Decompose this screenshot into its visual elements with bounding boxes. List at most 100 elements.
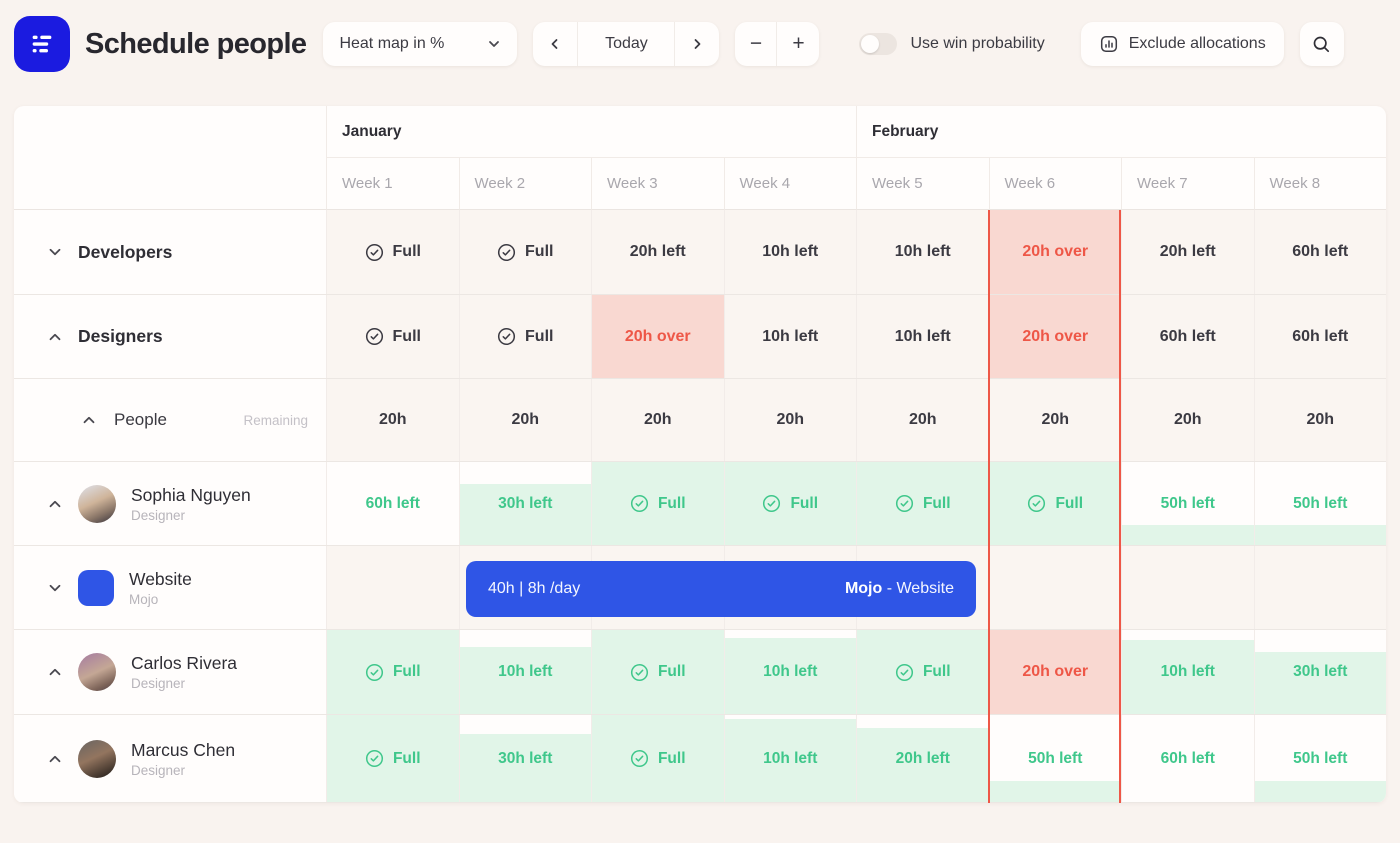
allocation-bar-mojo-website[interactable]: 40h | 8h /day Mojo - Website: [466, 561, 976, 617]
sophia-nguyen-week-7-cell[interactable]: 50h left: [1121, 462, 1254, 545]
cell-value: 10h left: [763, 750, 817, 768]
sophia-nguyen-week-1-cell[interactable]: 60h left: [326, 462, 459, 545]
cell-text: 20h: [776, 411, 805, 428]
developers-week-8-cell[interactable]: 60h left: [1253, 210, 1386, 294]
month-label-text: February: [872, 122, 939, 140]
designers-week-5-cell[interactable]: 10h left: [856, 295, 989, 378]
sophia-nguyen-week-6-cell[interactable]: Full: [988, 462, 1121, 545]
people-week-1-cell[interactable]: 20h: [326, 379, 459, 461]
marcus-chen-week-3-cell[interactable]: Full: [591, 715, 724, 802]
people-week-7-cell[interactable]: 20h: [1121, 379, 1254, 461]
week-header-spacer: [14, 158, 326, 210]
carlos-rivera-week-7-cell[interactable]: 10h left: [1121, 630, 1254, 714]
win-probability-toggle[interactable]: [859, 33, 898, 55]
carlos-rivera-week-6-cell[interactable]: 20h over: [988, 630, 1121, 714]
cell-value: 60h left: [1160, 328, 1216, 346]
chevron-down-icon: [49, 584, 61, 591]
carlos-rivera-week-3-cell[interactable]: Full: [591, 630, 724, 714]
marcus-chen-week-6-cell[interactable]: 50h left: [988, 715, 1121, 802]
row-header-carlos-rivera[interactable]: Carlos Rivera Designer: [14, 630, 326, 714]
cell-value: 20h: [909, 411, 937, 429]
today-button[interactable]: Today: [577, 22, 676, 66]
marcus-chen-week-4-cell[interactable]: 10h left: [723, 715, 856, 802]
marcus-chen-week-1-cell[interactable]: Full: [326, 715, 459, 802]
website-week-7-cell[interactable]: [1121, 546, 1254, 629]
people-week-6-cell[interactable]: 20h: [988, 379, 1121, 461]
designers-week-4-cell[interactable]: 10h left: [723, 295, 856, 378]
cell-text: 10h left: [894, 243, 951, 260]
people-week-5-cell[interactable]: 20h: [856, 379, 989, 461]
carlos-rivera-week-8-cell[interactable]: 30h left: [1253, 630, 1386, 714]
designers-week-8-cell[interactable]: 60h left: [1253, 295, 1386, 378]
zoom-in-button[interactable]: +: [777, 22, 819, 66]
designers-week-7-cell[interactable]: 60h left: [1121, 295, 1254, 378]
collapse-toggle-website[interactable]: [48, 581, 62, 595]
sophia-nguyen-week-3-cell[interactable]: Full: [591, 462, 724, 545]
developers-week-5-cell[interactable]: 10h left: [856, 210, 989, 294]
developers-week-6-cell[interactable]: 20h over: [988, 210, 1121, 294]
search-button[interactable]: [1299, 22, 1344, 66]
collapse-toggle-people[interactable]: [82, 413, 96, 427]
check-wrap: [365, 663, 384, 682]
cell-text: Full: [392, 749, 421, 767]
designers-week-2-cell[interactable]: Full: [458, 295, 591, 378]
developers-week-4-cell[interactable]: 10h left: [723, 210, 856, 294]
people-week-2-cell[interactable]: 20h: [458, 379, 591, 461]
heat-fill: [459, 646, 591, 714]
people-week-4-cell[interactable]: 20h: [723, 379, 856, 461]
view-mode-dropdown[interactable]: Heat map in %: [323, 22, 518, 66]
zoom-out-button[interactable]: −: [735, 22, 778, 66]
people-week-3-cell[interactable]: 20h: [591, 379, 724, 461]
person-info: Marcus Chen Designer: [131, 740, 235, 778]
people-week-8-cell[interactable]: 20h: [1253, 379, 1386, 461]
cell-text: 20h over: [624, 327, 691, 345]
sophia-nguyen-week-5-cell[interactable]: Full: [856, 462, 989, 545]
collapse-toggle-designers[interactable]: [48, 330, 62, 344]
designers-week-6-cell[interactable]: 20h over: [988, 295, 1121, 378]
sophia-nguyen-week-4-cell[interactable]: Full: [723, 462, 856, 545]
row-header-website[interactable]: Website Mojo: [14, 546, 326, 629]
designers-week-3-cell[interactable]: 20h over: [591, 295, 724, 378]
sophia-nguyen-week-8-cell[interactable]: 50h left: [1253, 462, 1386, 545]
carlos-rivera-week-1-cell[interactable]: Full: [326, 630, 459, 714]
heat-fill: [857, 630, 989, 714]
website-week-8-cell[interactable]: [1253, 546, 1386, 629]
row-header-marcus-chen[interactable]: Marcus Chen Designer: [14, 715, 326, 802]
week-label-week-8: Week 8: [1253, 158, 1386, 210]
developers-week-3-cell[interactable]: 20h left: [591, 210, 724, 294]
developers-week-2-cell[interactable]: Full: [458, 210, 591, 294]
next-period-button[interactable]: [675, 22, 719, 66]
collapse-toggle-developers[interactable]: [48, 245, 62, 259]
previous-period-button[interactable]: [533, 22, 577, 66]
collapse-toggle-marcus-chen[interactable]: [48, 752, 62, 766]
carlos-rivera-week-4-cell[interactable]: 10h left: [723, 630, 856, 714]
marcus-chen-week-2-cell[interactable]: 30h left: [458, 715, 591, 802]
month-header-row: January February: [14, 106, 1386, 158]
developers-week-7-cell[interactable]: 20h left: [1121, 210, 1254, 294]
row-header-sophia-nguyen[interactable]: Sophia Nguyen Designer: [14, 462, 326, 545]
carlos-rivera-week-5-cell[interactable]: Full: [856, 630, 989, 714]
chevron-up-icon: [83, 416, 95, 424]
marcus-chen-week-7-cell[interactable]: 60h left: [1121, 715, 1254, 802]
marcus-chen-week-8-cell[interactable]: 50h left: [1253, 715, 1386, 802]
cell-value: 10h left: [1161, 663, 1215, 681]
cell-text: Full: [790, 494, 819, 512]
sophia-nguyen-week-2-cell[interactable]: 30h left: [458, 462, 591, 545]
exclude-allocations-button[interactable]: Exclude allocations: [1080, 22, 1284, 66]
collapse-toggle-sophia-nguyen[interactable]: [48, 497, 62, 511]
collapse-toggle-carlos-rivera[interactable]: [48, 665, 62, 679]
carlos-rivera-week-2-cell[interactable]: 10h left: [458, 630, 591, 714]
website-week-6-cell[interactable]: [988, 546, 1121, 629]
row-header-designers[interactable]: Designers: [14, 295, 326, 378]
developers-week-1-cell[interactable]: Full: [326, 210, 459, 294]
cell-text: Full: [922, 663, 951, 680]
date-navigation: Today: [533, 22, 720, 66]
marcus-chen-week-5-cell[interactable]: 20h left: [856, 715, 989, 802]
remaining-label: Remaining: [243, 412, 308, 428]
designers-week-1-cell[interactable]: Full: [326, 295, 459, 378]
cell-value: 50h left: [1161, 495, 1215, 513]
row-header-people[interactable]: People Remaining: [14, 379, 326, 461]
website-week-1-cell[interactable]: [326, 546, 459, 629]
row-header-developers[interactable]: Developers: [14, 210, 326, 294]
cell-text: 20h: [643, 411, 672, 428]
